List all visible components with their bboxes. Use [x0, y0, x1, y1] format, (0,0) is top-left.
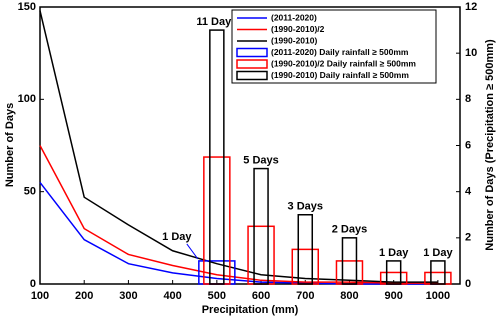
legend-label: (2011-2020) Daily rainfall ≥ 500mm — [271, 47, 409, 57]
x-tick-label: 700 — [296, 290, 314, 302]
line-series — [39, 10, 438, 283]
legend-label: (2011-2020) — [271, 12, 317, 22]
y2-tick-label: 10 — [465, 47, 477, 59]
value-label: 1 Day — [423, 247, 453, 259]
bar — [341, 237, 358, 285]
y2-axis-title: Number of Days (Precipitation ≥ 500mm) — [484, 39, 496, 251]
legend-label: (1990-2010) Daily rainfall ≥ 500mm — [271, 70, 409, 80]
y-tick-label: 50 — [24, 186, 36, 198]
x-tick-label: 400 — [163, 290, 181, 302]
x-tick-label: 300 — [119, 290, 137, 302]
legend-swatch — [236, 70, 268, 81]
arrow — [186, 243, 199, 260]
line-series — [39, 181, 438, 285]
value-label: 2 Days — [332, 224, 367, 236]
x-tick-label: 100 — [31, 290, 49, 302]
legend-label: (1990-2010) — [271, 35, 317, 45]
legend-swatch — [236, 59, 268, 69]
y-tick-label: 150 — [18, 1, 36, 13]
y2-tick-label: 8 — [465, 93, 471, 105]
y-tick-label: 0 — [30, 278, 36, 290]
bar — [297, 214, 314, 285]
bar — [430, 260, 446, 285]
y2-tick-label: 2 — [465, 232, 471, 244]
x-tick-label: 500 — [208, 290, 226, 302]
x-tick-label: 200 — [75, 290, 93, 302]
y2-tick-label: 6 — [465, 139, 471, 151]
value-label: 1 Day — [162, 231, 192, 243]
x-tick-label: 800 — [340, 290, 358, 302]
x-tick-label: 1000 — [426, 290, 450, 302]
x-axis-title: Precipitation (mm) — [202, 304, 299, 316]
y-axis-title: Number of Days — [4, 103, 16, 187]
value-label: 11 Days — [196, 16, 237, 28]
legend-label: (1990-2010)/2 Daily rainfall ≥ 500mm — [271, 58, 416, 68]
bar — [203, 156, 231, 285]
y-tick-label: 100 — [18, 93, 36, 105]
x-tick-label: 600 — [252, 290, 270, 302]
bar — [253, 167, 269, 285]
value-label: 1 Day — [379, 247, 409, 259]
line-series — [39, 145, 438, 284]
legend-label: (1990-2010)/2 — [271, 24, 325, 34]
y2-tick-label: 4 — [465, 186, 472, 198]
bar — [209, 29, 225, 285]
y2-tick-label: 12 — [465, 1, 477, 13]
y2-tick-label: 0 — [465, 278, 471, 290]
value-label: 5 Days — [243, 154, 278, 166]
legend-swatch — [236, 47, 268, 58]
x-tick-label: 900 — [385, 290, 403, 302]
value-label: 3 Days — [288, 201, 323, 213]
bar — [385, 260, 402, 285]
